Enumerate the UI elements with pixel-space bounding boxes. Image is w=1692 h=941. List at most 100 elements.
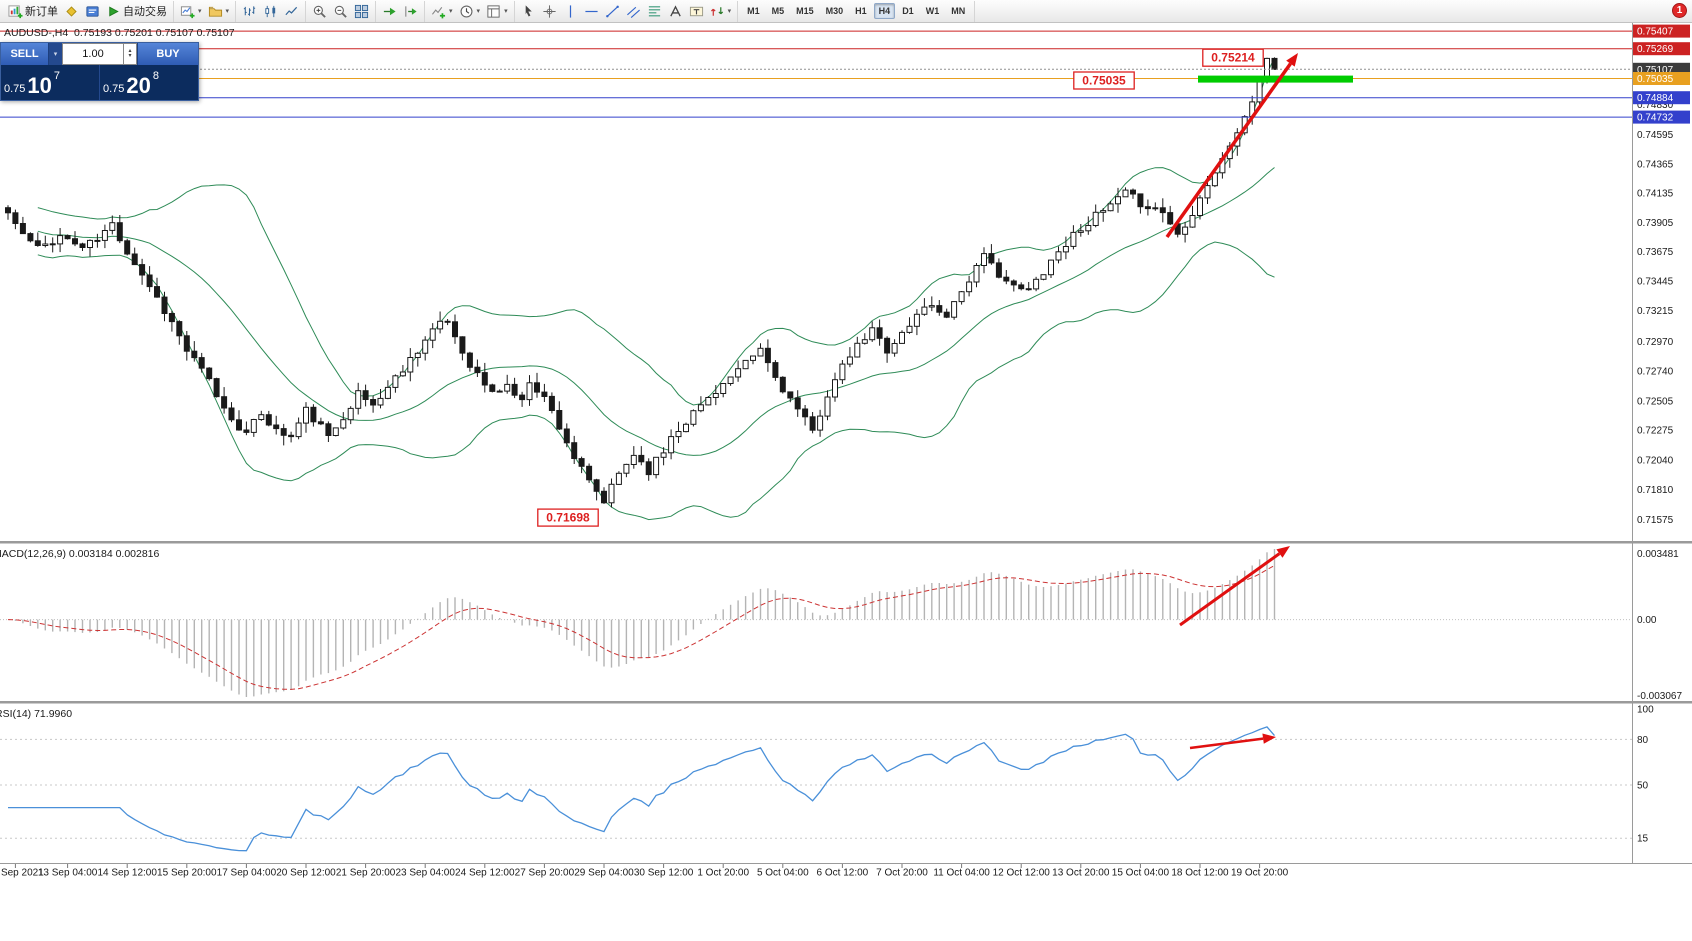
autotrading-button[interactable]: 自动交易 <box>103 2 170 20</box>
periods-icon <box>460 4 473 18</box>
volume-up-icon[interactable]: ▴ <box>128 48 132 54</box>
timeframe-mn[interactable]: MN <box>951 6 966 16</box>
auto-scroll-icon <box>383 7 396 15</box>
zoom-out-icon <box>334 5 347 18</box>
fibonacci-button[interactable] <box>644 3 665 20</box>
new-order-button[interactable]: 新订单 <box>5 2 61 20</box>
sell-price-big: 10 <box>27 73 52 98</box>
metaeditor-button[interactable] <box>61 3 82 20</box>
buy-price-big: 20 <box>126 73 151 98</box>
notification-badge[interactable]: 1 <box>1672 3 1687 18</box>
auto-scroll-button[interactable] <box>379 3 400 20</box>
toolbar-buttons: 新订单 自动交易 ▾ ▾ ▾ ▾ ▾ ▾ M1 M5 M15 M30 H1 H4 D1 W1 MN <box>2 0 976 22</box>
buy-price-sup: 8 <box>152 70 160 82</box>
svg-text:0.003481: 0.003481 <box>1637 549 1679 560</box>
svg-text:0.74595: 0.74595 <box>1637 130 1674 141</box>
zoom-in-button[interactable] <box>309 3 330 20</box>
tile-windows-icon <box>354 4 369 18</box>
bar-chart-button[interactable] <box>239 3 260 20</box>
toolbar-group: ▾ ▾ <box>174 0 237 22</box>
svg-text:5 Oct 04:00: 5 Oct 04:00 <box>757 868 809 879</box>
timeframe-w1[interactable]: W1 <box>925 6 940 16</box>
vertical-line-icon <box>569 4 571 18</box>
price-axis[interactable]: 0.74830 0.74595 0.74365 0.74135 0.73905 0.736… <box>1633 24 1690 526</box>
chart-info-line: AUDUSD-,H4 0.75193 0.75201 0.75107 0.751… <box>4 27 235 39</box>
dropdown-caret-icon[interactable]: ▾ <box>476 8 481 15</box>
bar-chart-icon <box>243 5 256 16</box>
svg-text:0.71810: 0.71810 <box>1637 485 1674 496</box>
green-support-zone[interactable] <box>1198 75 1353 83</box>
volume-spinner[interactable]: ▴ ▾ <box>124 43 137 65</box>
svg-text:0.75407: 0.75407 <box>1637 27 1674 38</box>
buy-price-display[interactable]: 0.75 20 8 <box>99 65 198 100</box>
svg-text:1 Oct 20:00: 1 Oct 20:00 <box>697 868 749 879</box>
trendline-button[interactable] <box>602 3 623 20</box>
svg-text:10 Sep 2021: 10 Sep 2021 <box>0 868 44 879</box>
profiles-button[interactable]: ▾ <box>205 3 233 20</box>
svg-text:0.73675: 0.73675 <box>1637 247 1674 258</box>
templates-button[interactable]: ▾ <box>483 3 511 20</box>
templates-icon <box>487 4 500 18</box>
svg-text:-0.003067: -0.003067 <box>1637 691 1682 702</box>
text-button[interactable] <box>665 3 686 20</box>
terminal-button[interactable] <box>82 3 103 20</box>
periods-button[interactable]: ▾ <box>456 3 484 20</box>
dropdown-caret-icon[interactable]: ▾ <box>449 8 453 15</box>
svg-text:12 Oct 12:00: 12 Oct 12:00 <box>993 868 1051 879</box>
sell-button[interactable]: SELL <box>1 43 49 65</box>
svg-text:29 Sep 04:00: 29 Sep 04:00 <box>574 868 634 879</box>
terminal-icon <box>86 5 99 17</box>
tile-windows-button[interactable] <box>351 3 372 20</box>
volume-input[interactable] <box>62 43 124 65</box>
zoom-out-button[interactable] <box>330 3 351 20</box>
channel-button[interactable] <box>623 3 644 20</box>
price-annotations[interactable]: 0.75214 0.75035 0.71698 <box>537 48 1264 527</box>
volume-down-icon[interactable]: ▾ <box>128 53 132 59</box>
chart-shift-button[interactable] <box>400 3 421 20</box>
text-label-button[interactable] <box>686 3 707 20</box>
line-chart-button[interactable] <box>281 3 302 20</box>
svg-text:100: 100 <box>1637 705 1654 716</box>
svg-text:30 Sep 12:00: 30 Sep 12:00 <box>634 868 694 879</box>
fibonacci-icon <box>648 5 660 16</box>
new-chart-button[interactable]: ▾ <box>177 3 205 20</box>
main-toolbar: 新订单 自动交易 ▾ ▾ ▾ ▾ ▾ ▾ M1 M5 M15 M30 H1 H4 D1 W1 MN 1 <box>0 0 1692 23</box>
cursor-button[interactable] <box>518 3 539 20</box>
candlestick-icon <box>265 5 276 17</box>
svg-text:24 Sep 12:00: 24 Sep 12:00 <box>455 868 515 879</box>
timeframe-m15[interactable]: M15 <box>796 6 814 16</box>
sell-price-display[interactable]: 0.75 10 7 <box>1 65 99 100</box>
svg-text:13 Sep 04:00: 13 Sep 04:00 <box>38 868 98 879</box>
trend-arrows[interactable] <box>1165 53 1298 750</box>
horizontal-level-lines[interactable] <box>0 30 1632 118</box>
rsi-panel: RSI(14) 71.9960 100 80 50 15 <box>0 705 1654 852</box>
timeframe-m5[interactable]: M5 <box>771 6 785 16</box>
dropdown-caret-icon[interactable]: ▾ <box>504 8 508 15</box>
timeframe-h1[interactable]: H1 <box>855 6 867 16</box>
sell-price-sup: 7 <box>53 70 61 82</box>
candlestick-button[interactable] <box>260 3 281 20</box>
candles <box>5 57 1278 508</box>
buy-button[interactable]: BUY <box>137 43 198 65</box>
new-order-button-label: 新订单 <box>25 6 58 18</box>
crosshair-button[interactable] <box>539 3 560 20</box>
trade-panel-controls: SELL ▾ ▴ ▾ BUY <box>1 43 198 65</box>
svg-text:0.73445: 0.73445 <box>1637 277 1674 288</box>
panel-separators[interactable] <box>0 541 1692 864</box>
horizontal-line-icon <box>584 10 598 12</box>
dropdown-caret-icon[interactable]: ▾ <box>225 8 230 15</box>
vertical-line-button[interactable] <box>560 3 581 20</box>
indicators-button[interactable]: ▾ <box>428 3 456 20</box>
dropdown-caret-icon[interactable]: ▾ <box>727 8 732 15</box>
arrows-button[interactable]: ▾ <box>707 3 735 20</box>
svg-text:7 Oct 20:00: 7 Oct 20:00 <box>876 868 928 879</box>
timeframe-m30[interactable]: M30 <box>825 6 844 16</box>
volume-dropdown-caret-icon[interactable]: ▾ <box>49 43 62 65</box>
horizontal-line-button[interactable] <box>581 3 602 20</box>
price-chart[interactable]: 0.74830 0.74595 0.74365 0.74135 0.73905 0.736… <box>0 23 1692 878</box>
timeframe-h4[interactable]: H4 <box>873 3 896 19</box>
timeframe-d1[interactable]: D1 <box>902 6 914 16</box>
timeframe-m1[interactable]: M1 <box>747 6 760 16</box>
dropdown-caret-icon[interactable]: ▾ <box>198 8 202 15</box>
